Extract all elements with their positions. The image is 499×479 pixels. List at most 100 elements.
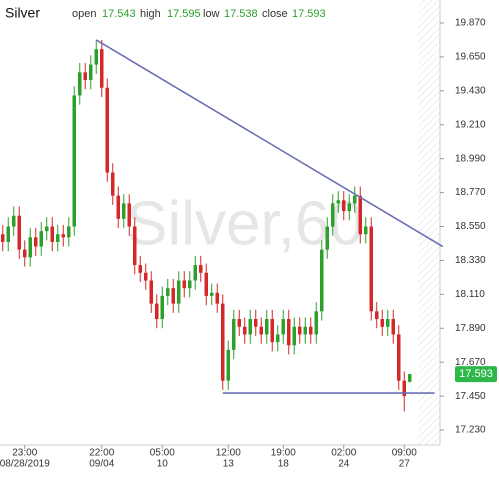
x-tick-date: 13 — [223, 459, 235, 470]
trend-line — [95, 39, 444, 248]
candle-body — [270, 319, 274, 343]
plot — [1, 39, 412, 412]
candle-body — [397, 334, 401, 381]
candle-body — [83, 72, 87, 81]
candle-body — [292, 326, 296, 346]
ohlc-label: low — [203, 8, 220, 20]
candle-body — [204, 272, 208, 296]
candle-body — [127, 203, 131, 227]
candle-body — [116, 195, 120, 219]
candle-body — [39, 231, 43, 247]
candle-body — [221, 303, 225, 381]
candle-body — [78, 72, 82, 96]
price-label: 17.593 — [459, 368, 493, 380]
candle-body — [309, 326, 313, 335]
candle-body — [364, 226, 368, 235]
chart-title: Silver — [5, 5, 40, 21]
candle-body — [347, 203, 351, 212]
candle-body — [287, 319, 291, 346]
candle-body — [28, 237, 32, 258]
x-tick-date: 09/04 — [89, 459, 114, 470]
candle-body — [144, 272, 148, 281]
candle-body — [276, 334, 280, 343]
candle-body — [243, 326, 247, 335]
candle-body — [325, 226, 329, 250]
x-tick-date: 24 — [338, 459, 350, 470]
candle-body — [23, 249, 27, 258]
candle-body — [248, 319, 252, 335]
x-tick-label: 02:00 — [331, 448, 356, 459]
candle-body — [232, 319, 236, 350]
y-tick-label: 19.650 — [455, 52, 486, 63]
candle-body — [94, 49, 98, 65]
y-tick-label: 18.990 — [455, 153, 486, 164]
candle-body — [298, 326, 302, 335]
ohlc-value: 17.595 — [167, 8, 201, 20]
candle-body — [259, 326, 263, 335]
candle-body — [254, 319, 258, 327]
candle-body — [380, 319, 384, 327]
future-area — [418, 0, 440, 445]
candle-body — [61, 234, 65, 238]
y-tick-label: 19.430 — [455, 85, 486, 96]
x-tick-label: 23:00 — [12, 448, 37, 459]
x-tick-date: 08/28/2019 — [0, 459, 50, 470]
candle-body — [193, 265, 197, 281]
candle-body — [342, 200, 346, 212]
candle-body — [408, 374, 412, 382]
y-tick-label: 19.870 — [455, 18, 486, 29]
y-tick-label: 18.110 — [455, 289, 485, 300]
candle-body — [111, 172, 115, 196]
candle-body — [358, 195, 362, 235]
candle-body — [199, 265, 203, 273]
ohlc-label: high — [140, 8, 161, 20]
x-tick-label: 12:00 — [216, 448, 241, 459]
candle-body — [12, 215, 16, 227]
x-tick-date: 27 — [399, 459, 411, 470]
candle-body — [133, 226, 137, 266]
y-tick-label: 17.230 — [455, 425, 486, 436]
y-tick-label: 19.210 — [455, 119, 486, 130]
candle-body — [353, 195, 357, 204]
candle-body — [166, 288, 170, 296]
candle-body — [281, 319, 285, 335]
watermark: Silver,60 — [126, 189, 364, 258]
candle-body — [226, 349, 230, 381]
candle-body — [171, 288, 175, 304]
x-tick-date: 18 — [278, 459, 290, 470]
candle-body — [138, 265, 142, 273]
ohlc-label: close — [262, 8, 288, 20]
candle-body — [320, 249, 324, 312]
candle-body — [45, 226, 49, 232]
ohlc-value: 17.593 — [292, 8, 326, 20]
candle-body — [331, 203, 335, 227]
candle-body — [303, 326, 307, 335]
candle-body — [210, 292, 214, 296]
candle-body — [155, 303, 159, 320]
candle-body — [34, 237, 38, 247]
y-tick-label: 18.770 — [455, 187, 486, 198]
candle-body — [177, 280, 181, 304]
candle-body — [17, 215, 21, 250]
candle-body — [336, 200, 340, 204]
candle-body — [1, 234, 5, 242]
ohlc-value: 17.538 — [224, 8, 258, 20]
candle-body — [314, 311, 318, 335]
candle-body — [122, 203, 126, 219]
ohlc-label: open — [72, 8, 96, 20]
candle-body — [160, 295, 164, 320]
y-tick-label: 18.330 — [455, 255, 486, 266]
candle-body — [369, 226, 373, 312]
x-tick-label: 09:00 — [392, 448, 417, 459]
x-tick-label: 05:00 — [150, 448, 175, 459]
candle-body — [182, 280, 186, 289]
candle-body — [375, 311, 379, 320]
x-tick-label: 19:00 — [271, 448, 296, 459]
y-tick-label: 17.670 — [455, 357, 486, 368]
candle-body — [100, 49, 104, 88]
candle-body — [402, 380, 406, 397]
candle-body — [72, 95, 76, 227]
candle-body — [391, 319, 395, 335]
candle-body — [50, 226, 54, 242]
